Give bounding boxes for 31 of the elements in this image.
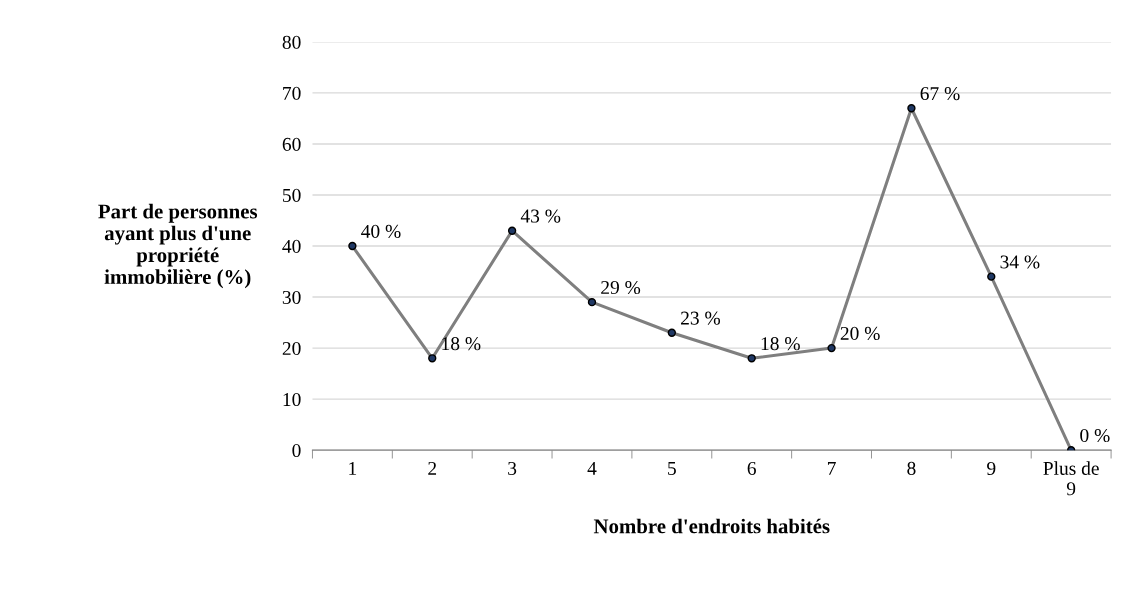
data-label: 18 % xyxy=(442,337,481,351)
data-label: 34 % xyxy=(1000,255,1040,269)
y-tick-label: 0 xyxy=(292,443,301,458)
data-label: 18 % xyxy=(761,337,800,351)
y-tick-label: 50 xyxy=(283,188,301,202)
x-tick-label: 6 xyxy=(747,461,756,475)
data-label: 29 % xyxy=(601,280,641,295)
x-tick-label: 3 xyxy=(508,461,517,475)
y-tick-label: 40 xyxy=(282,239,301,253)
y-tick-label: 60 xyxy=(282,137,301,151)
y-tick-label: 80 xyxy=(282,35,301,49)
x-tick-label: 9 xyxy=(987,461,996,475)
data-label: 67 % xyxy=(920,87,960,101)
data-label: 23 % xyxy=(681,311,721,325)
data-label: 20 % xyxy=(840,326,880,341)
y-tick-label: 20 xyxy=(282,341,301,356)
data-label: 0 % xyxy=(1080,428,1110,443)
x-axis-title: Nombre d'endroits habités xyxy=(593,518,830,534)
x-tick-label: 2 xyxy=(428,461,437,475)
x-tick-label: 4 xyxy=(587,461,597,475)
y-tick-label: 70 xyxy=(283,86,301,100)
y-axis-title: Part de personnes ayant plus d'une propriété immobilière (%) xyxy=(98,203,258,289)
data-label: 43 % xyxy=(520,209,561,223)
x-tick-label: 5 xyxy=(668,462,676,475)
data-label: 40 % xyxy=(361,224,401,238)
x-tick-label: Plus de 9 xyxy=(1043,461,1099,496)
y-tick-label: 30 xyxy=(282,290,301,304)
x-tick-label: 8 xyxy=(907,461,916,475)
x-tick-label: 1 xyxy=(349,461,357,475)
x-tick-label: 7 xyxy=(827,462,836,475)
y-tick-label: 10 xyxy=(283,392,301,407)
